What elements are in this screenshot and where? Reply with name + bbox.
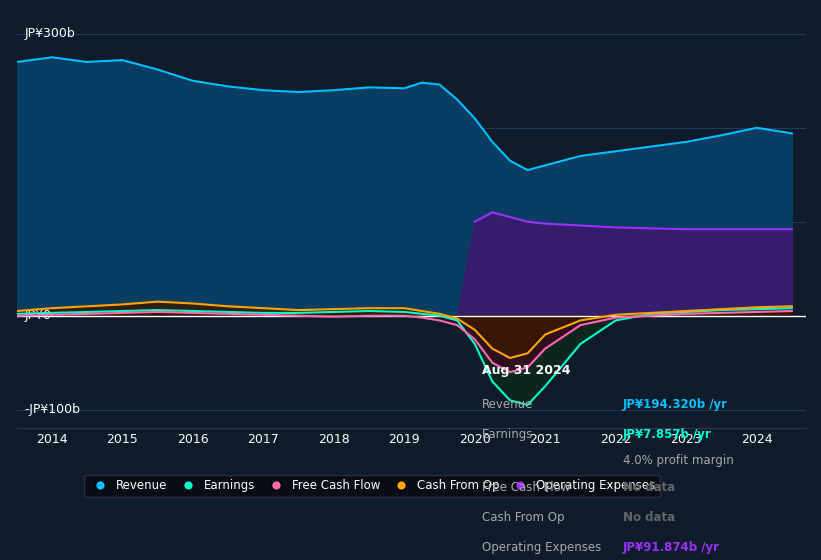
Text: JP¥91.874b /yr: JP¥91.874b /yr [622, 541, 720, 554]
Text: Free Cash Flow: Free Cash Flow [481, 481, 570, 494]
Text: -JP¥100b: -JP¥100b [25, 403, 80, 416]
Text: Cash From Op: Cash From Op [481, 511, 564, 524]
Text: JP¥7.857b /yr: JP¥7.857b /yr [622, 428, 712, 441]
Text: JP¥300b: JP¥300b [25, 27, 76, 40]
Text: 4.0% profit margin: 4.0% profit margin [622, 454, 733, 466]
Text: JP¥194.320b /yr: JP¥194.320b /yr [622, 398, 727, 411]
Text: Earnings: Earnings [481, 428, 533, 441]
Text: Aug 31 2024: Aug 31 2024 [481, 364, 570, 377]
Text: No data: No data [622, 511, 675, 524]
Text: Revenue: Revenue [481, 398, 533, 411]
Legend: Revenue, Earnings, Free Cash Flow, Cash From Op, Operating Expenses: Revenue, Earnings, Free Cash Flow, Cash … [84, 474, 660, 497]
Text: Operating Expenses: Operating Expenses [481, 541, 601, 554]
Text: No data: No data [622, 481, 675, 494]
Text: JP¥0: JP¥0 [25, 309, 52, 322]
